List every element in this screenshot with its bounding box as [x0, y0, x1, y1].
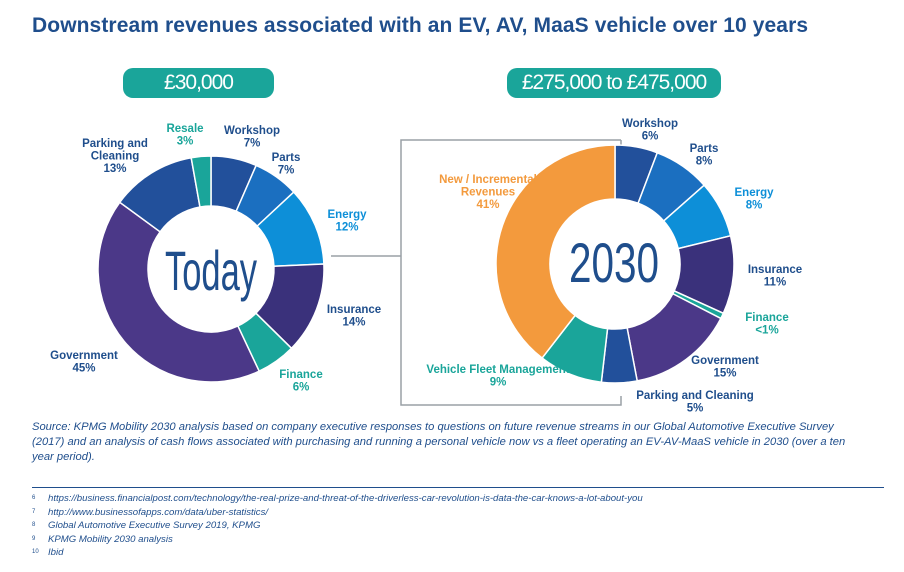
- slice-resale: [190, 155, 212, 208]
- slice-government: [97, 201, 261, 383]
- footnote-text: Global Automotive Executive Survey 2019,…: [48, 520, 261, 531]
- slice-label-parts: Parts 7%: [272, 152, 301, 177]
- donut-charts: Today 2030 Workshop 7%Parts 7% Energy 12% Ins…: [50, 118, 802, 415]
- footnote-7: 7 http://www.businessofapps.com/data/uber…: [32, 506, 892, 520]
- slice-new-incremental-revenues: [495, 144, 616, 360]
- footnote-8: 8 Global Automotive Executive Survey 2019…: [32, 519, 892, 533]
- slice-label-resale: Resale 3%: [166, 123, 203, 148]
- slice-label-finance: Finance <1%: [745, 312, 788, 337]
- slice-label-parking-and-cleaning: Parking and Cleaning 13%: [82, 138, 148, 175]
- donut-2030: [495, 144, 735, 384]
- footnote-6: 6 https://business.financialpost.com/tech…: [32, 492, 892, 506]
- center-label-today: Today: [165, 239, 257, 302]
- slice-label-finance: Finance 6%: [279, 369, 322, 394]
- footnote-text: Ibid: [48, 547, 64, 558]
- chart-title-today: £30,000: [123, 68, 274, 98]
- slice-label-government: Government 15%: [691, 355, 759, 380]
- footnote-number: 8: [32, 522, 36, 528]
- footnote-text: KPMG Mobility 2030 analysis: [48, 533, 173, 545]
- slice-label-parts: Parts 8%: [690, 143, 719, 168]
- footnote-number: 9: [32, 535, 36, 542]
- slice-label-insurance: Insurance 11%: [748, 264, 802, 289]
- donut-today: [97, 155, 325, 383]
- page-title: Downstream revenues associated with an E…: [32, 14, 809, 37]
- footnotes: 6 https://business.financialpost.com/tech…: [32, 492, 892, 560]
- slice-label-workshop: Workshop 6%: [622, 118, 678, 143]
- footnote-divider: [32, 487, 884, 488]
- footnote-number: 10: [32, 549, 39, 555]
- slice-label-government: Government 45%: [50, 350, 118, 375]
- source-note: Source: KPMG Mobility 2030 analysis base…: [32, 421, 846, 463]
- slice-label-vehicle-fleet-management: Vehicle Fleet Management 9%: [426, 364, 569, 389]
- slice-label-parking-and-cleaning: Parking and Cleaning 5%: [636, 390, 754, 415]
- footnote-10: 10 Ibid: [32, 546, 892, 560]
- slice-label-workshop: Workshop 7%: [224, 125, 280, 150]
- footnote-number: 6: [32, 495, 36, 501]
- footnote-text: http://www.businessofapps.com/data/uber-…: [48, 506, 269, 518]
- slice-label-insurance: Insurance 14%: [327, 304, 381, 329]
- slice-label-new-incremental-revenues: New / Incremental Revenues 41%: [439, 174, 537, 211]
- center-label-2030: 2030: [569, 231, 659, 294]
- slice-label-energy: Energy 8%: [735, 187, 775, 212]
- footnote-9: 9 KPMG Mobility 2030 analysis: [32, 533, 892, 547]
- slice-label-energy: Energy 12%: [328, 209, 368, 234]
- chart-title-2030: £275,000 to £475,000: [507, 68, 721, 98]
- footnote-number: 7: [32, 508, 36, 515]
- footnote-text: https://business.financialpost.com/techn…: [48, 493, 643, 504]
